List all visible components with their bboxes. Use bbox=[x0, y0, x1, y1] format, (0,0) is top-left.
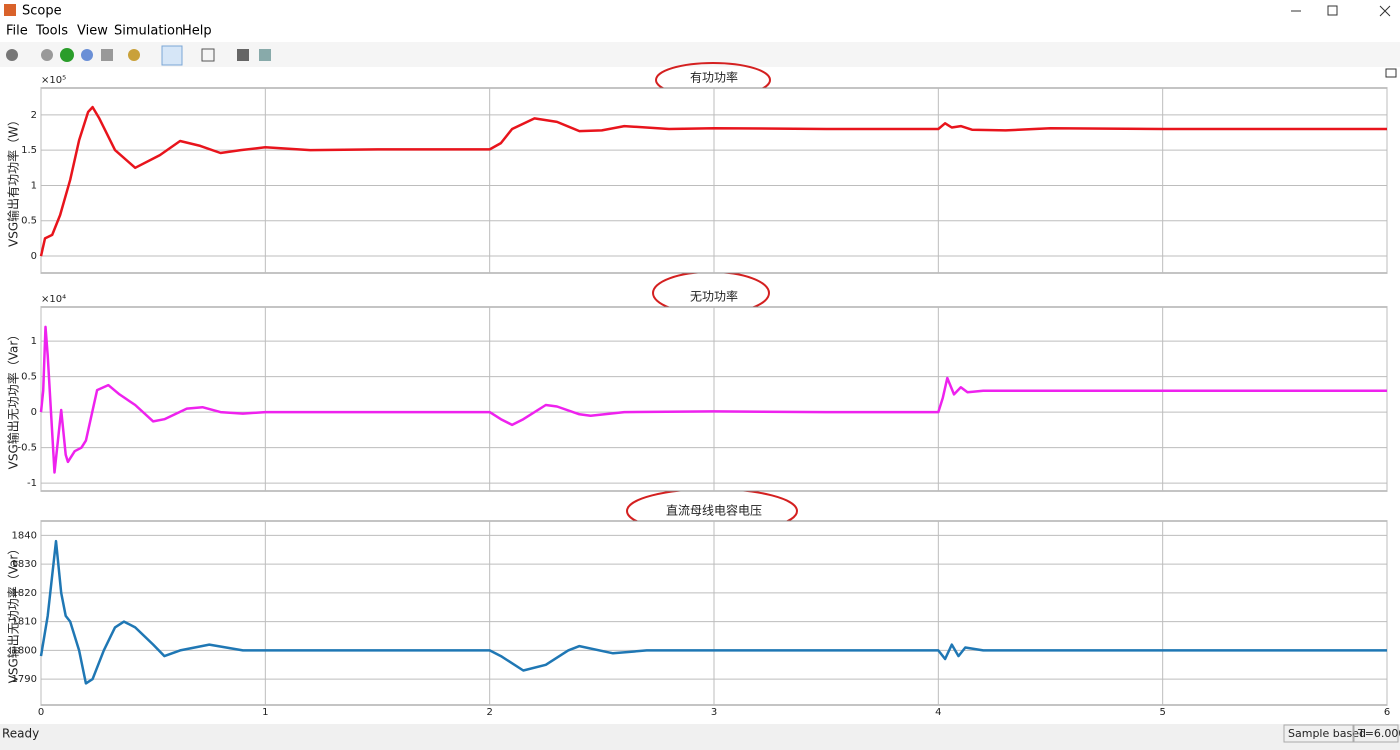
y-tick-label: 0.5 bbox=[21, 372, 37, 383]
x-tick-label: 6 bbox=[1384, 707, 1390, 718]
status-cell bbox=[1283, 724, 1354, 743]
series-line bbox=[39, 105, 1387, 257]
y-tick-label: 1810 bbox=[12, 617, 37, 628]
sim-time: T=6.000 bbox=[1357, 727, 1400, 740]
y-tick-label: 1790 bbox=[12, 674, 37, 685]
y-tick-label: 1840 bbox=[12, 530, 37, 541]
series-line bbox=[39, 539, 1387, 685]
x-tick-label: 0 bbox=[38, 707, 44, 718]
app-icon bbox=[4, 4, 16, 16]
chart-title: 无功功率 bbox=[690, 289, 738, 304]
chart-title: 有功功率 bbox=[690, 70, 738, 85]
cursor-icon[interactable] bbox=[259, 49, 271, 61]
x-tick-label: 4 bbox=[935, 707, 941, 718]
restore-button[interactable] bbox=[1327, 5, 1338, 16]
x-tick-label: 1 bbox=[262, 707, 268, 718]
status-bar bbox=[0, 724, 1400, 750]
x-tick-label: 3 bbox=[711, 707, 717, 718]
window-title: Scope bbox=[22, 4, 62, 19]
chart-title: 直流母线电容电压 bbox=[666, 503, 762, 518]
y-tick-label: 1830 bbox=[12, 559, 37, 570]
highlight-icon[interactable] bbox=[128, 49, 140, 61]
y-tick-label: -0.5 bbox=[17, 443, 37, 454]
y-tick-label: 0 bbox=[31, 407, 37, 418]
close-button[interactable] bbox=[1379, 5, 1391, 17]
run-icon[interactable] bbox=[60, 48, 74, 62]
status-cell bbox=[1353, 724, 1399, 743]
y-axis-label: VSG输出有功功率（W） bbox=[6, 114, 21, 247]
axis-exponent: ×10⁴ bbox=[41, 294, 66, 305]
menu-item[interactable]: Help bbox=[182, 24, 212, 39]
menu-item[interactable]: Tools bbox=[35, 24, 68, 39]
stop-icon[interactable] bbox=[101, 49, 113, 61]
y-tick-label: 1 bbox=[31, 180, 37, 191]
y-axis-label: VSG输出无功功率（Var） bbox=[6, 543, 21, 684]
step-back-icon[interactable] bbox=[41, 49, 53, 61]
status-text: Ready bbox=[2, 727, 39, 741]
step-forward-icon[interactable] bbox=[81, 49, 93, 61]
y-tick-label: 1820 bbox=[12, 588, 37, 599]
y-tick-label: 0 bbox=[31, 251, 37, 262]
series-line bbox=[39, 325, 1387, 474]
menu-item[interactable]: View bbox=[77, 24, 108, 39]
zoom-icon[interactable] bbox=[161, 45, 183, 66]
y-axis-label: VSG输出无功功率（Var） bbox=[6, 329, 21, 470]
y-tick-label: -1 bbox=[27, 478, 37, 489]
axis-exponent: ×10⁵ bbox=[41, 75, 66, 86]
menu-item[interactable]: Simulation bbox=[114, 24, 183, 39]
y-tick-label: 1.5 bbox=[21, 145, 37, 156]
triggers-icon[interactable] bbox=[237, 49, 249, 61]
settings-icon[interactable] bbox=[6, 49, 18, 61]
y-tick-label: 2 bbox=[31, 110, 37, 121]
x-tick-label: 5 bbox=[1159, 707, 1165, 718]
menu-item[interactable]: File bbox=[6, 24, 28, 39]
autoscale-icon[interactable] bbox=[201, 48, 215, 62]
y-tick-label: 0.5 bbox=[21, 216, 37, 227]
y-tick-label: 1800 bbox=[12, 645, 37, 656]
y-tick-label: 1 bbox=[31, 336, 37, 347]
undock-button[interactable] bbox=[1385, 68, 1397, 78]
sample-mode: Sample based bbox=[1288, 727, 1366, 740]
x-tick-label: 2 bbox=[486, 707, 492, 718]
